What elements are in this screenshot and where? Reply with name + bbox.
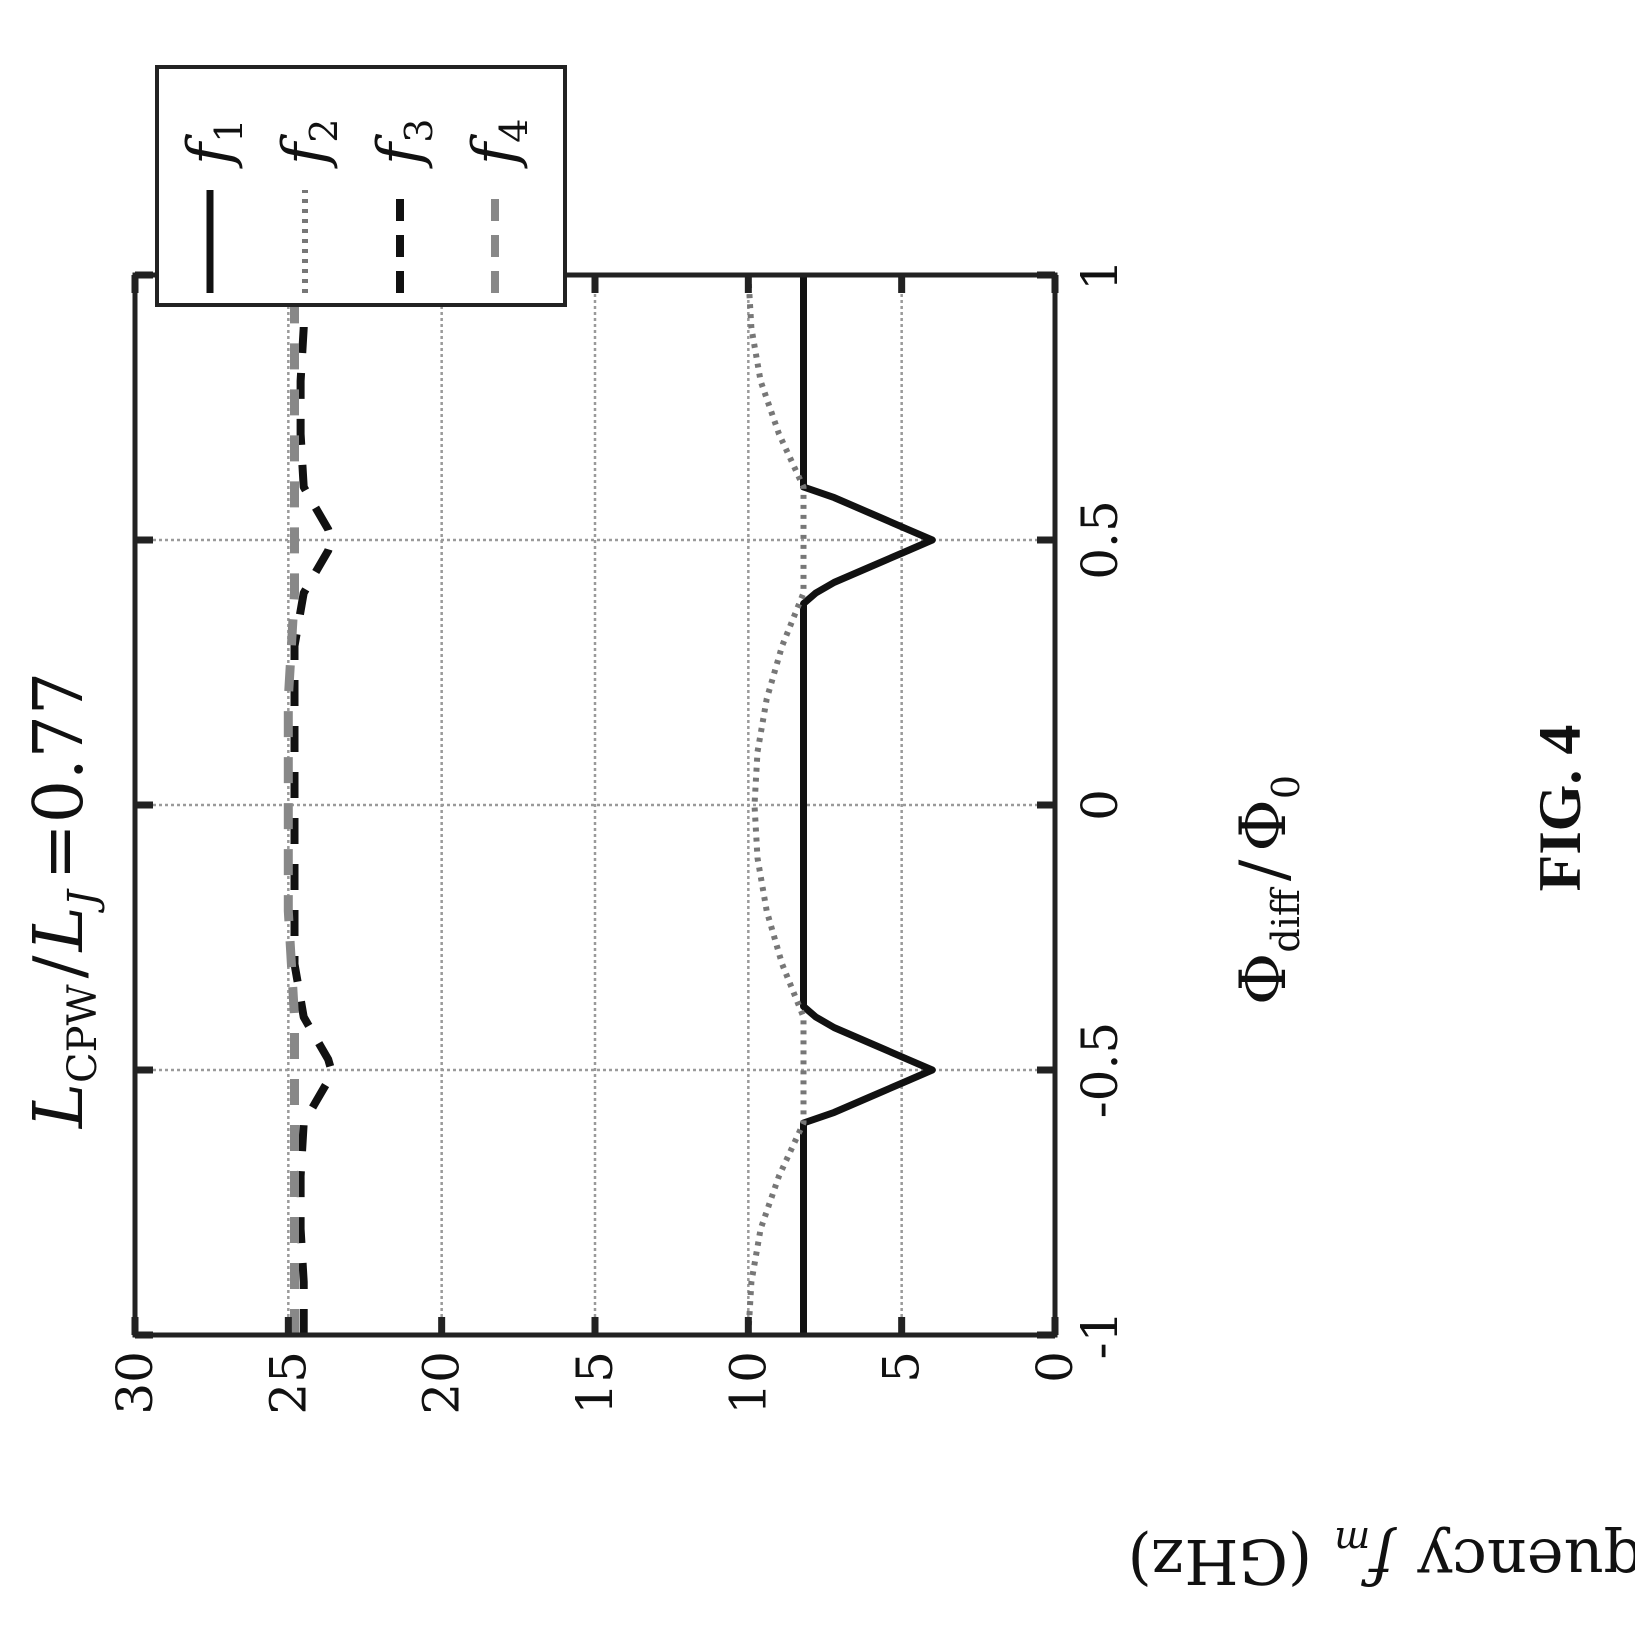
series-layer	[283, 274, 936, 1336]
y-tick-label: 30	[106, 1351, 164, 1415]
y-tick-label: 15	[566, 1351, 624, 1415]
y-tick-label: 0	[1026, 1351, 1084, 1383]
chart-title: LCPW/LJ=0.77	[20, 672, 106, 1130]
x-tick-label: 0.5	[1071, 500, 1129, 580]
x-tick-label: -0.5	[1071, 1022, 1129, 1118]
series-line-f4	[283, 275, 299, 1335]
series-line-f3	[290, 275, 336, 1335]
y-tick-label: 25	[259, 1351, 317, 1415]
x-axis-label: Φdiff/Φ0	[1227, 775, 1308, 1005]
y-tick-label: 10	[719, 1351, 777, 1415]
figure-label: FIG. 4	[1527, 725, 1593, 892]
y-axis-label: Frequencyfm(GHz)	[1128, 1519, 1635, 1598]
legend-box	[155, 65, 567, 307]
x-tick-label: 0	[1071, 789, 1129, 821]
x-tick-label: -1	[1071, 1311, 1129, 1360]
x-tick-label: 1	[1071, 259, 1129, 291]
series-line-f2	[745, 274, 807, 1336]
legend-label-f3: f3	[365, 119, 441, 169]
y-tick-label: 5	[873, 1351, 931, 1383]
series-line-f1	[800, 275, 936, 1335]
y-tick-label: 20	[413, 1351, 471, 1415]
grid	[135, 275, 1055, 1335]
